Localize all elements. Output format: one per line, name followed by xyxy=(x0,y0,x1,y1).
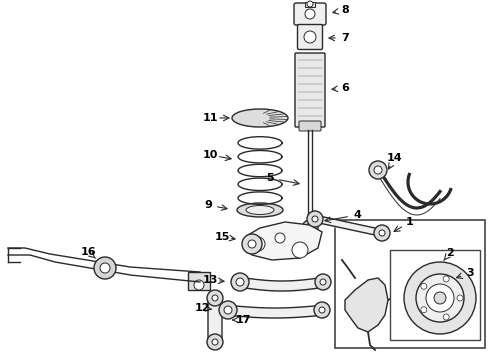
Circle shape xyxy=(314,302,330,318)
Circle shape xyxy=(236,278,244,286)
Circle shape xyxy=(434,292,446,304)
Bar xyxy=(335,220,485,348)
Circle shape xyxy=(374,166,382,174)
Circle shape xyxy=(94,257,116,279)
FancyBboxPatch shape xyxy=(297,24,322,50)
FancyBboxPatch shape xyxy=(299,121,321,131)
Ellipse shape xyxy=(237,203,283,217)
Text: 12: 12 xyxy=(194,303,210,313)
Circle shape xyxy=(307,211,323,227)
Circle shape xyxy=(307,225,313,231)
Bar xyxy=(305,2,315,7)
Circle shape xyxy=(207,334,223,350)
Text: 15: 15 xyxy=(214,232,230,242)
Polygon shape xyxy=(345,278,388,332)
Text: 16: 16 xyxy=(80,247,96,257)
Circle shape xyxy=(374,225,390,241)
Circle shape xyxy=(443,276,449,282)
Circle shape xyxy=(219,301,237,319)
Circle shape xyxy=(426,284,454,312)
Polygon shape xyxy=(244,222,322,260)
Circle shape xyxy=(231,273,249,291)
Circle shape xyxy=(242,234,262,254)
Circle shape xyxy=(304,31,316,43)
Circle shape xyxy=(416,274,464,322)
Circle shape xyxy=(369,161,387,179)
Circle shape xyxy=(379,230,385,236)
Text: 11: 11 xyxy=(202,113,218,123)
Ellipse shape xyxy=(246,206,274,215)
Text: 14: 14 xyxy=(387,153,403,163)
Bar xyxy=(390,250,480,340)
Ellipse shape xyxy=(232,109,288,127)
Text: 17: 17 xyxy=(235,315,251,325)
Circle shape xyxy=(251,237,265,251)
FancyBboxPatch shape xyxy=(295,53,325,127)
Text: 6: 6 xyxy=(341,83,349,93)
Text: 3: 3 xyxy=(466,268,474,278)
FancyBboxPatch shape xyxy=(208,296,222,344)
Circle shape xyxy=(224,306,232,314)
Text: 2: 2 xyxy=(446,248,454,258)
Circle shape xyxy=(312,216,318,222)
Circle shape xyxy=(320,279,326,285)
Circle shape xyxy=(404,262,476,334)
Circle shape xyxy=(275,233,285,243)
Circle shape xyxy=(302,220,318,236)
Circle shape xyxy=(100,263,110,273)
Circle shape xyxy=(421,283,427,289)
Circle shape xyxy=(457,295,463,301)
FancyBboxPatch shape xyxy=(294,3,326,25)
Circle shape xyxy=(248,240,256,248)
Circle shape xyxy=(421,307,427,313)
Text: 4: 4 xyxy=(353,210,361,220)
Text: 1: 1 xyxy=(406,217,414,227)
Text: 13: 13 xyxy=(202,275,218,285)
Text: 9: 9 xyxy=(204,200,212,210)
Circle shape xyxy=(212,339,218,345)
Circle shape xyxy=(194,280,204,290)
Text: 5: 5 xyxy=(266,173,274,183)
Circle shape xyxy=(443,314,449,320)
Circle shape xyxy=(315,274,331,290)
Text: 10: 10 xyxy=(202,150,218,160)
Text: 8: 8 xyxy=(341,5,349,15)
Circle shape xyxy=(319,307,325,313)
Text: 7: 7 xyxy=(341,33,349,43)
Circle shape xyxy=(307,1,313,7)
Bar xyxy=(188,272,210,290)
Circle shape xyxy=(305,9,315,19)
Circle shape xyxy=(212,295,218,301)
Circle shape xyxy=(292,242,308,258)
Circle shape xyxy=(207,290,223,306)
